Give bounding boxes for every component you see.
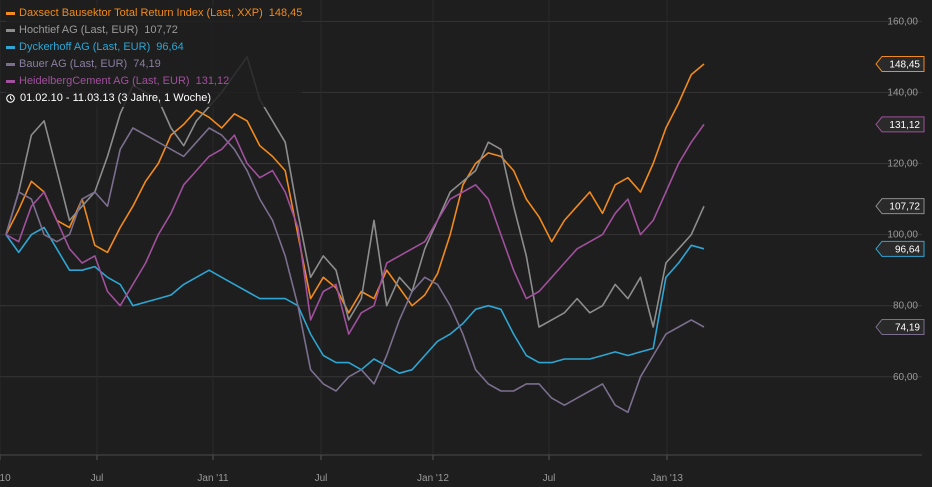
last-value-tag: 96,64 (875, 240, 925, 257)
clock-icon (6, 94, 15, 103)
series-line-4[interactable] (5, 123, 705, 335)
legend-label: Bauer AG (Last, EUR) (19, 58, 128, 70)
legend-label: Daxsect Bausektor Total Return Index (La… (19, 7, 263, 19)
legend-item-hochtief[interactable]: Hochtief AG (Last, EUR) 107,72 (6, 22, 303, 39)
last-value-tag-box (875, 198, 925, 215)
legend-value: 148,45 (268, 7, 303, 19)
series-line-0[interactable] (5, 63, 705, 314)
chart-legend: Daxsect Bausektor Total Return Index (La… (6, 5, 303, 107)
x-tick-label: Jan '12 (417, 473, 449, 484)
x-tick-label: Jan '13 (651, 473, 683, 484)
last-value-tag-box (875, 240, 925, 257)
y-tick-label: 160,00 (887, 16, 918, 27)
x-tick-label: Jul (543, 473, 556, 484)
series-line-1[interactable] (5, 56, 705, 328)
y-axis: 60,00 80,00 100,00 120,00 140,00 160,00 (887, 16, 918, 382)
date-range-label: 01.02.10 - 11.03.13 (3 Jahre, 1 Woche) (20, 92, 211, 104)
legend-item-dyckerhoff[interactable]: Dyckerhoff AG (Last, EUR) 96,64 (6, 39, 303, 56)
legend-item-heidelbergcement[interactable]: HeidelbergCement AG (Last, EUR) 131,12 (6, 73, 303, 90)
series-line-2[interactable] (5, 226, 705, 375)
legend-value: 96,64 (156, 41, 184, 53)
x-tick-label: Jul (315, 473, 328, 484)
legend-value: 107,72 (144, 24, 178, 36)
last-value-tag-box (875, 55, 925, 72)
chart-series (5, 56, 705, 414)
legend-label: HeidelbergCement AG (Last, EUR) (19, 75, 190, 87)
y-tick-label: 140,00 (887, 87, 918, 98)
y-tick-label: 80,00 (893, 301, 918, 312)
last-value-tag-text: 74,19 (895, 323, 920, 334)
last-value-tag: 74,19 (875, 319, 925, 336)
x-tick-label: Jul (91, 473, 104, 484)
legend-item-daxsect[interactable]: Daxsect Bausektor Total Return Index (La… (6, 5, 303, 22)
x-tick-label: Jan '11 (197, 473, 229, 484)
last-value-tag: 107,72 (875, 198, 925, 215)
date-range[interactable]: 01.02.10 - 11.03.13 (3 Jahre, 1 Woche) (6, 90, 303, 107)
legend-label: Dyckerhoff AG (Last, EUR) (19, 41, 151, 53)
legend-swatch (6, 63, 15, 66)
y-tick-label: 120,00 (887, 159, 918, 170)
last-value-tag-box (875, 116, 925, 133)
x-tick-label: o '10 (0, 473, 11, 484)
legend-value: 74,19 (133, 58, 161, 70)
legend-item-bauer[interactable]: Bauer AG (Last, EUR) 74,19 (6, 56, 303, 73)
last-value-tag-text: 107,72 (889, 202, 920, 213)
x-axis: o '10 Jul Jan '11 Jul Jan '12 Jul Jan '13 (0, 454, 922, 484)
legend-label: Hochtief AG (Last, EUR) (19, 24, 139, 36)
last-value-tags: 148,45 107,72 96,64 74,19 131,12 (875, 55, 925, 336)
last-value-tag-box (875, 319, 925, 336)
legend-swatch (6, 29, 15, 32)
legend-swatch (6, 80, 15, 83)
y-tick-label: 60,00 (893, 372, 918, 383)
last-value-tag: 131,12 (875, 116, 925, 133)
legend-swatch (6, 12, 15, 15)
last-value-tag-text: 131,12 (889, 120, 920, 131)
legend-value: 131,12 (195, 75, 230, 87)
y-tick-label: 100,00 (887, 230, 918, 241)
legend-swatch (6, 46, 15, 49)
last-value-tag: 148,45 (875, 55, 925, 72)
last-value-tag-text: 148,45 (889, 59, 920, 70)
last-value-tag-text: 96,64 (895, 244, 920, 255)
series-line-3[interactable] (5, 127, 705, 414)
